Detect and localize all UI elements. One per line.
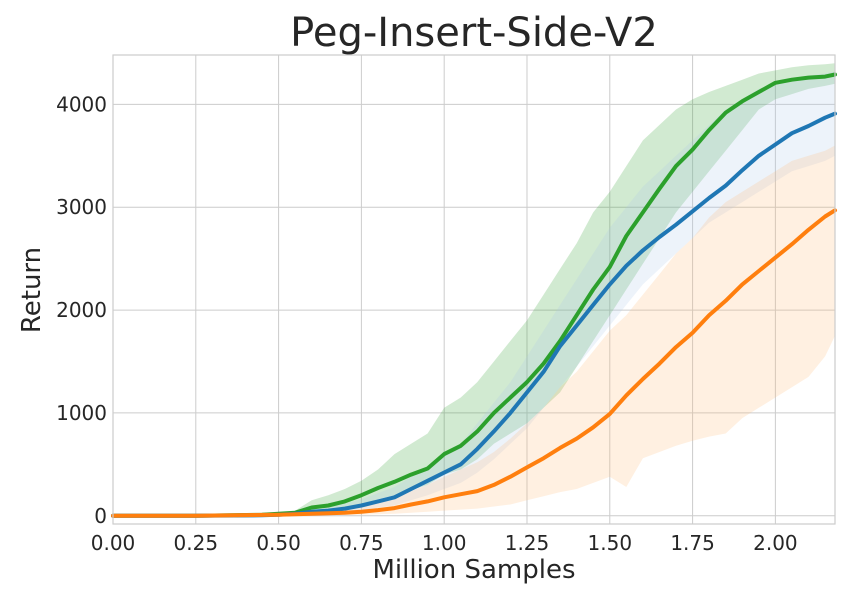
series-band-green: [113, 63, 835, 516]
y-tick-label: 0: [94, 504, 107, 528]
x-tick-label: 0.50: [256, 531, 301, 555]
y-tick-label: 3000: [56, 195, 107, 219]
series-line-orange: [111, 208, 837, 518]
variance-bands: [113, 63, 835, 516]
x-tick-label: 1.75: [670, 531, 715, 555]
y-tick-label: 1000: [56, 401, 107, 425]
series-band-blue: [113, 71, 835, 516]
series-lines: [111, 72, 837, 518]
x-axis-label: Million Samples: [372, 555, 575, 585]
series-band-orange: [113, 145, 835, 516]
x-tick-label: 1.25: [505, 531, 550, 555]
series-line-green: [111, 72, 837, 518]
y-axis-label: Return: [17, 247, 47, 333]
x-axis-ticks: 0.00 0.25 0.50 0.75 1.00 1.25 1.50 1.75 2.00: [91, 531, 798, 555]
chart-title: Peg-Insert-Side-V2: [290, 10, 658, 56]
y-tick-label: 2000: [56, 298, 107, 322]
x-tick-label: 0.75: [339, 531, 384, 555]
plot-frame: [112, 54, 836, 525]
x-tick-label: 0.25: [174, 531, 219, 555]
series-line-blue: [111, 111, 837, 518]
x-tick-label: 1.50: [588, 531, 633, 555]
grid: [112, 55, 835, 524]
y-axis-ticks: 0 1000 2000 3000 4000: [56, 92, 107, 527]
y-tick-label: 4000: [56, 92, 107, 116]
x-tick-label: 1.00: [422, 531, 467, 555]
x-tick-label: 2.00: [753, 531, 798, 555]
x-tick-label: 0.00: [91, 531, 136, 555]
